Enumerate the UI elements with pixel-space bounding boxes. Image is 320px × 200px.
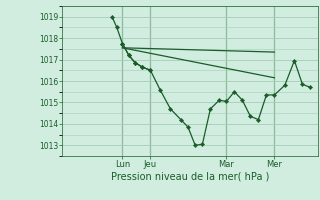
X-axis label: Pression niveau de la mer( hPa ): Pression niveau de la mer( hPa )	[111, 172, 269, 182]
